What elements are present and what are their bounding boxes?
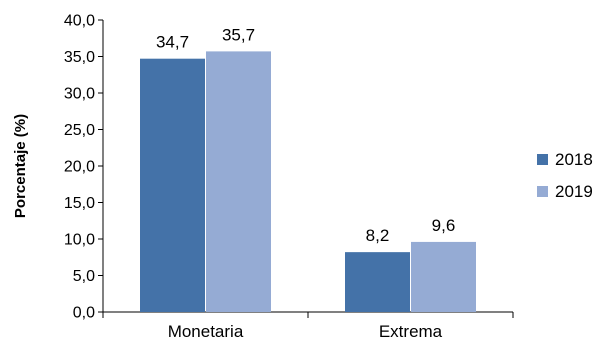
y-tick-label: 40,0	[64, 13, 95, 30]
y-tick-label: 35,0	[64, 49, 95, 66]
legend-label-2019: 2019	[555, 182, 593, 201]
y-axis-label: Porcentaje (%)	[12, 114, 29, 218]
bar-2019-extrema	[411, 241, 476, 312]
bar-2019-monetaria	[206, 51, 271, 312]
bar-2018-extrema	[345, 252, 410, 312]
legend-swatch-2018	[537, 154, 548, 165]
data-label: 34,7	[156, 33, 189, 52]
data-label: 35,7	[222, 25, 255, 44]
y-tick-label: 5,0	[73, 268, 95, 285]
bars	[140, 51, 476, 312]
x-category-label: Monetaria	[168, 322, 244, 341]
data-labels: 34,7 35,7 8,2 9,6	[156, 25, 455, 245]
y-tick-label: 25,0	[64, 122, 95, 139]
y-tick-label: 0,0	[73, 305, 95, 322]
data-label: 8,2	[366, 226, 390, 245]
y-tick-label: 20,0	[64, 159, 95, 176]
data-label: 9,6	[432, 216, 456, 235]
legend-label-2018: 2018	[555, 150, 593, 169]
x-category-label: Extrema	[379, 322, 443, 341]
y-tick-label: 30,0	[64, 86, 95, 103]
y-tick-label: 15,0	[64, 195, 95, 212]
legend: 2018 2019	[537, 150, 593, 201]
y-tick-label: 10,0	[64, 232, 95, 249]
legend-swatch-2019	[537, 186, 548, 197]
y-axis: 0,0 5,0 10,0 15,0 20,0 25,0 30,0 35,0 40,0	[64, 13, 104, 322]
bar-2018-monetaria	[140, 58, 205, 312]
x-axis: Monetaria Extrema	[102, 311, 514, 341]
